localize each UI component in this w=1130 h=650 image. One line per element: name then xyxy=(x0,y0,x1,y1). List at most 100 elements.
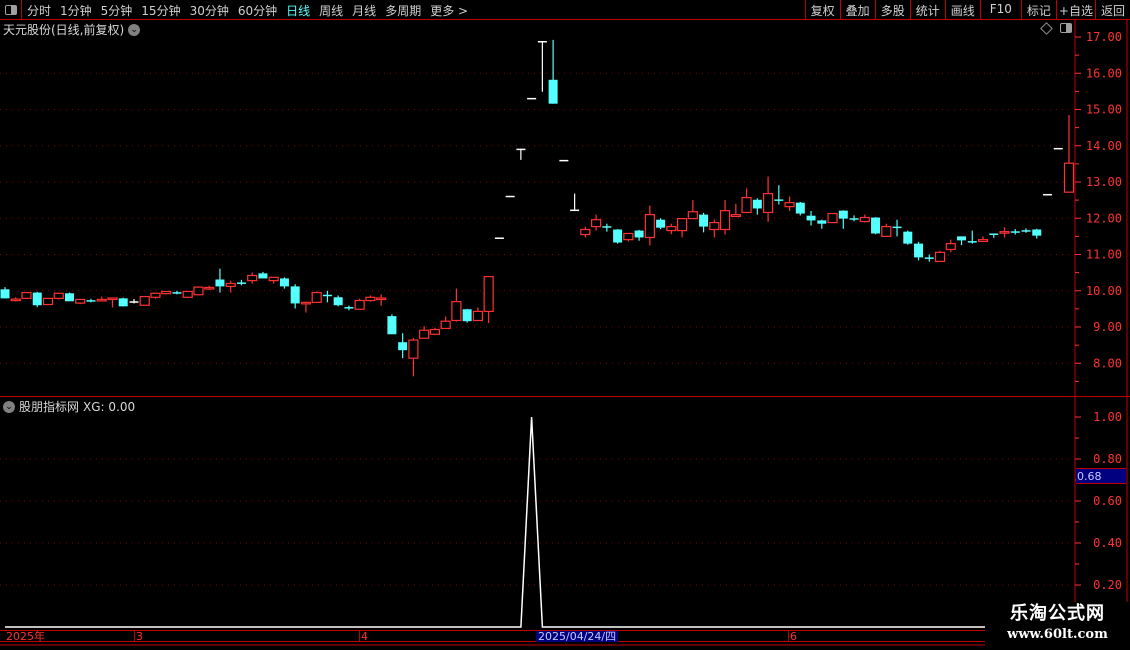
candle xyxy=(472,307,483,322)
candle xyxy=(258,271,268,279)
tab-15min[interactable]: 15分钟 xyxy=(141,4,181,18)
candle-body xyxy=(644,214,655,239)
indicator-header: ⌄ 股朋指标网 XG: 0.00 xyxy=(3,398,135,415)
candle xyxy=(849,215,859,222)
candle-body xyxy=(602,226,612,228)
statistics-button[interactable]: 统计 xyxy=(909,0,945,20)
candle-body xyxy=(107,297,118,301)
draw-line-button[interactable]: 画线 xyxy=(944,0,980,20)
toolbar-right-buttons: 复权 叠加 多股 统计 画线 F10 标记 +自选 返回 xyxy=(804,0,1130,20)
candle-body xyxy=(86,300,96,302)
candle-body xyxy=(741,196,752,214)
candle-body xyxy=(53,292,64,299)
tab-60min[interactable]: 60分钟 xyxy=(237,4,278,18)
tab-daily[interactable]: 日线 xyxy=(286,4,311,18)
price-tick-label: 11.00 xyxy=(1086,248,1122,262)
candle xyxy=(881,223,892,237)
tab-1min[interactable]: 1分钟 xyxy=(60,4,92,18)
period-tabs: 分时 1分钟 5分钟 15分钟 30分钟 60分钟 日线 周线 月线 多周期 更… xyxy=(27,2,468,19)
tab-weekly[interactable]: 周线 xyxy=(319,4,344,18)
candle-body xyxy=(527,97,537,100)
candle xyxy=(96,296,107,302)
date-label-april: 4 xyxy=(359,630,368,643)
candle xyxy=(505,195,515,198)
candle xyxy=(333,295,343,307)
candle xyxy=(129,299,139,304)
restore-rights-button[interactable]: 复权 xyxy=(804,0,840,20)
candle xyxy=(0,287,10,299)
candle xyxy=(666,223,677,235)
candle-body xyxy=(96,298,107,302)
tab-multi-period[interactable]: 多周期 xyxy=(385,4,422,18)
candle-body xyxy=(161,290,172,295)
overlay-button[interactable]: 叠加 xyxy=(839,0,875,20)
candle xyxy=(516,148,526,160)
chevron-down-icon[interactable]: ⌄ xyxy=(128,23,141,36)
layout-toggle-button[interactable] xyxy=(0,0,22,20)
candle xyxy=(644,205,655,246)
date-label-year: 2025年 xyxy=(6,630,45,643)
candle xyxy=(752,198,762,215)
add-watchlist-button[interactable]: +自选 xyxy=(1055,0,1095,20)
candle-body xyxy=(903,231,913,244)
date-label-june: 6 xyxy=(788,630,797,643)
candle-body xyxy=(32,292,42,306)
candle xyxy=(236,279,246,286)
candle xyxy=(602,223,612,232)
candle xyxy=(999,227,1010,238)
candle-body xyxy=(64,293,74,302)
candle-body xyxy=(634,230,644,238)
tab-monthly[interactable]: 月线 xyxy=(352,4,377,18)
candle xyxy=(762,176,774,222)
tab-30min[interactable]: 30分钟 xyxy=(189,4,229,18)
f10-button[interactable]: F10 xyxy=(979,0,1021,20)
date-label-march: 3 xyxy=(134,630,143,643)
candle xyxy=(204,285,215,291)
candle-body xyxy=(516,148,526,151)
candle xyxy=(75,298,86,305)
candle xyxy=(429,327,440,335)
candle-body xyxy=(548,79,558,104)
candle-body xyxy=(0,289,10,299)
candle xyxy=(548,39,558,104)
candle xyxy=(527,97,537,100)
candle-body xyxy=(225,282,236,288)
tab-5min[interactable]: 5分钟 xyxy=(100,4,133,18)
candle xyxy=(494,237,504,239)
indicator-tick-label: 0.40 xyxy=(1093,536,1122,550)
candle-body xyxy=(462,309,472,322)
price-tick-label: 12.00 xyxy=(1086,211,1122,225)
tab-more[interactable]: 更多 > xyxy=(430,4,469,18)
mark-button[interactable]: 标记 xyxy=(1020,0,1056,20)
indicator-tick-label: 0.20 xyxy=(1093,578,1122,592)
candle xyxy=(376,294,387,306)
chevron-down-icon[interactable]: ⌄ xyxy=(3,400,15,413)
back-button[interactable]: 返回 xyxy=(1094,0,1130,20)
panel-toggle-button[interactable] xyxy=(1060,23,1072,33)
tab-fenshi[interactable]: 分时 xyxy=(27,4,52,18)
candle-body xyxy=(42,297,54,306)
candle-body xyxy=(687,211,698,220)
multi-stock-button[interactable]: 多股 xyxy=(874,0,910,20)
candle xyxy=(559,159,569,162)
candle-body xyxy=(258,273,268,279)
candle-body xyxy=(387,316,397,335)
candle xyxy=(150,292,161,299)
candle-body xyxy=(419,329,430,339)
candle xyxy=(570,193,580,212)
candle xyxy=(1021,228,1031,233)
candle-body xyxy=(429,328,440,335)
candle-body xyxy=(699,214,709,227)
candle xyxy=(892,219,902,237)
candle-body xyxy=(408,339,419,359)
candle-body xyxy=(247,274,258,282)
candle-body xyxy=(483,276,494,313)
candle xyxy=(182,290,193,298)
candle xyxy=(634,229,644,241)
candle xyxy=(957,236,967,246)
candle-body xyxy=(21,291,32,299)
cursor-value-label: 0.68 xyxy=(1076,468,1126,484)
candle-body xyxy=(827,212,838,224)
candle xyxy=(903,230,913,245)
